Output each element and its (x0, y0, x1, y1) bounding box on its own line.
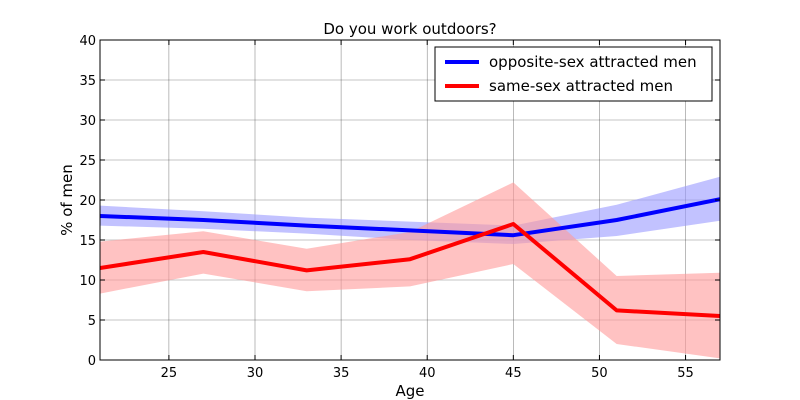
y-tick-label: 0 (88, 354, 96, 369)
x-tick-label: 40 (419, 366, 436, 381)
x-tick-label: 50 (591, 366, 608, 381)
confidence-band-2 (100, 182, 720, 359)
chart-title: Do you work outdoors? (323, 20, 496, 38)
series-layer (100, 176, 720, 359)
x-tick-label: 25 (161, 366, 178, 381)
x-axis-label: Age (395, 382, 424, 400)
y-tick-label: 30 (79, 114, 96, 129)
plot-area: 25 30 35 40 45 50 55 0 5 10 15 20 25 30 35 40 (79, 34, 721, 381)
y-tick-label: 10 (79, 274, 96, 289)
y-axis-label: % of men (58, 164, 76, 236)
x-tick-label: 35 (333, 366, 350, 381)
legend-box (434, 46, 713, 102)
legend-label-1: opposite-sex attracted men (489, 53, 697, 71)
x-tick-label: 45 (505, 366, 522, 381)
x-tick-label: 55 (677, 366, 694, 381)
series-line-2 (100, 222, 720, 318)
x-tick-label: 30 (247, 366, 264, 381)
legend: opposite-sex attracted men same-sex attra… (434, 46, 713, 102)
y-tick-label: 15 (79, 234, 96, 249)
y-tick-label: 40 (79, 34, 96, 49)
y-tick-label: 20 (79, 194, 96, 209)
legend-label-2: same-sex attracted men (489, 77, 673, 95)
series-line-1 (100, 197, 720, 238)
y-tick-label: 5 (88, 314, 96, 329)
y-tick-label: 25 (79, 154, 96, 169)
y-tick-label: 35 (79, 74, 96, 89)
